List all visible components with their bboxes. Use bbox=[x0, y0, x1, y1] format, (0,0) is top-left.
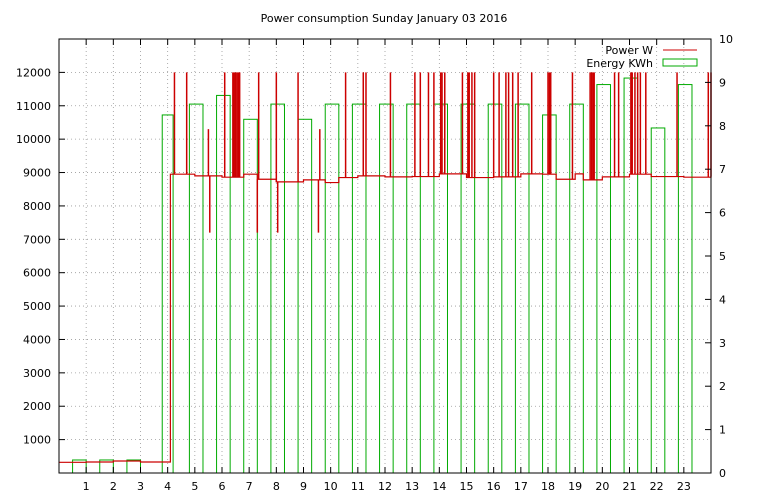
x-tick-label: 3 bbox=[137, 480, 144, 493]
energy-bar bbox=[216, 94, 231, 474]
y2-tick-label: 6 bbox=[719, 207, 726, 220]
x-tick-label: 1 bbox=[83, 480, 90, 493]
energy-bar bbox=[126, 459, 141, 474]
x-tick-label: 22 bbox=[650, 480, 664, 493]
x-tick-label: 9 bbox=[300, 480, 307, 493]
x-tick-label: 6 bbox=[219, 480, 226, 493]
energy-bar bbox=[406, 103, 421, 474]
x-tick-label: 7 bbox=[246, 480, 253, 493]
x-tick-label: 2 bbox=[110, 480, 117, 493]
y-tick-label: 12000 bbox=[16, 66, 51, 79]
x-tick-label: 12 bbox=[378, 480, 392, 493]
y-tick-label: 5000 bbox=[23, 300, 51, 313]
energy-bar bbox=[270, 103, 285, 474]
x-tick-label: 20 bbox=[595, 480, 609, 493]
y2-tick-label: 0 bbox=[719, 467, 726, 480]
x-tick-label: 10 bbox=[324, 480, 338, 493]
energy-series bbox=[72, 77, 693, 474]
y-tick-label: 7000 bbox=[23, 233, 51, 246]
legend-label-power: Power W bbox=[605, 44, 653, 57]
y-tick-label: 6000 bbox=[23, 267, 51, 280]
x-tick-label: 5 bbox=[191, 480, 198, 493]
legend-swatch-energy bbox=[662, 58, 698, 67]
x-tick-label: 16 bbox=[487, 480, 501, 493]
y2-tick-label: 7 bbox=[719, 163, 726, 176]
y-tick-label: 9000 bbox=[23, 167, 51, 180]
y-tick-label: 10000 bbox=[16, 133, 51, 146]
legend: Power W Energy KWh bbox=[586, 44, 698, 70]
energy-bar bbox=[188, 103, 204, 474]
grid bbox=[59, 39, 711, 473]
y2-tick-label: 3 bbox=[719, 337, 726, 350]
energy-bar bbox=[297, 118, 313, 474]
power-series bbox=[59, 72, 712, 463]
y-tick-label: 4000 bbox=[23, 333, 51, 346]
y2-tick-label: 8 bbox=[719, 120, 726, 133]
energy-bar bbox=[677, 84, 693, 474]
x-tick-label: 11 bbox=[351, 480, 365, 493]
x-tick-label: 13 bbox=[405, 480, 419, 493]
y2-tick-label: 4 bbox=[719, 293, 726, 306]
energy-bar bbox=[324, 103, 340, 474]
x-tick-label: 4 bbox=[164, 480, 171, 493]
x-tick-label: 15 bbox=[460, 480, 474, 493]
y2-tick-label: 2 bbox=[719, 380, 726, 393]
energy-bar bbox=[650, 127, 666, 474]
y-tick-label: 2000 bbox=[23, 400, 51, 413]
axis-ticks: 1000 2000 3000 4000 5000 6000 7000 8000 9000 1000… bbox=[16, 33, 733, 493]
energy-bar bbox=[596, 84, 611, 474]
y-tick-label: 3000 bbox=[23, 367, 51, 380]
legend-label-energy: Energy KWh bbox=[586, 57, 653, 70]
x-tick-label: 23 bbox=[677, 480, 691, 493]
x-tick-label: 21 bbox=[623, 480, 637, 493]
x-tick-label: 18 bbox=[541, 480, 555, 493]
x-tick-label: 14 bbox=[432, 480, 446, 493]
chart-title: Power consumption Sunday January 03 2016 bbox=[261, 12, 508, 25]
y2-tick-label: 9 bbox=[719, 76, 726, 89]
y2-tick-label: 5 bbox=[719, 250, 726, 263]
y2-tick-label: 1 bbox=[719, 424, 726, 437]
x-tick-label: 17 bbox=[514, 480, 528, 493]
y2-tick-label: 10 bbox=[719, 33, 733, 46]
y-tick-label: 8000 bbox=[23, 200, 51, 213]
y-tick-label: 11000 bbox=[16, 100, 51, 113]
x-tick-label: 19 bbox=[568, 480, 582, 493]
y-tick-label: 1000 bbox=[23, 434, 51, 447]
x-tick-label: 8 bbox=[273, 480, 280, 493]
